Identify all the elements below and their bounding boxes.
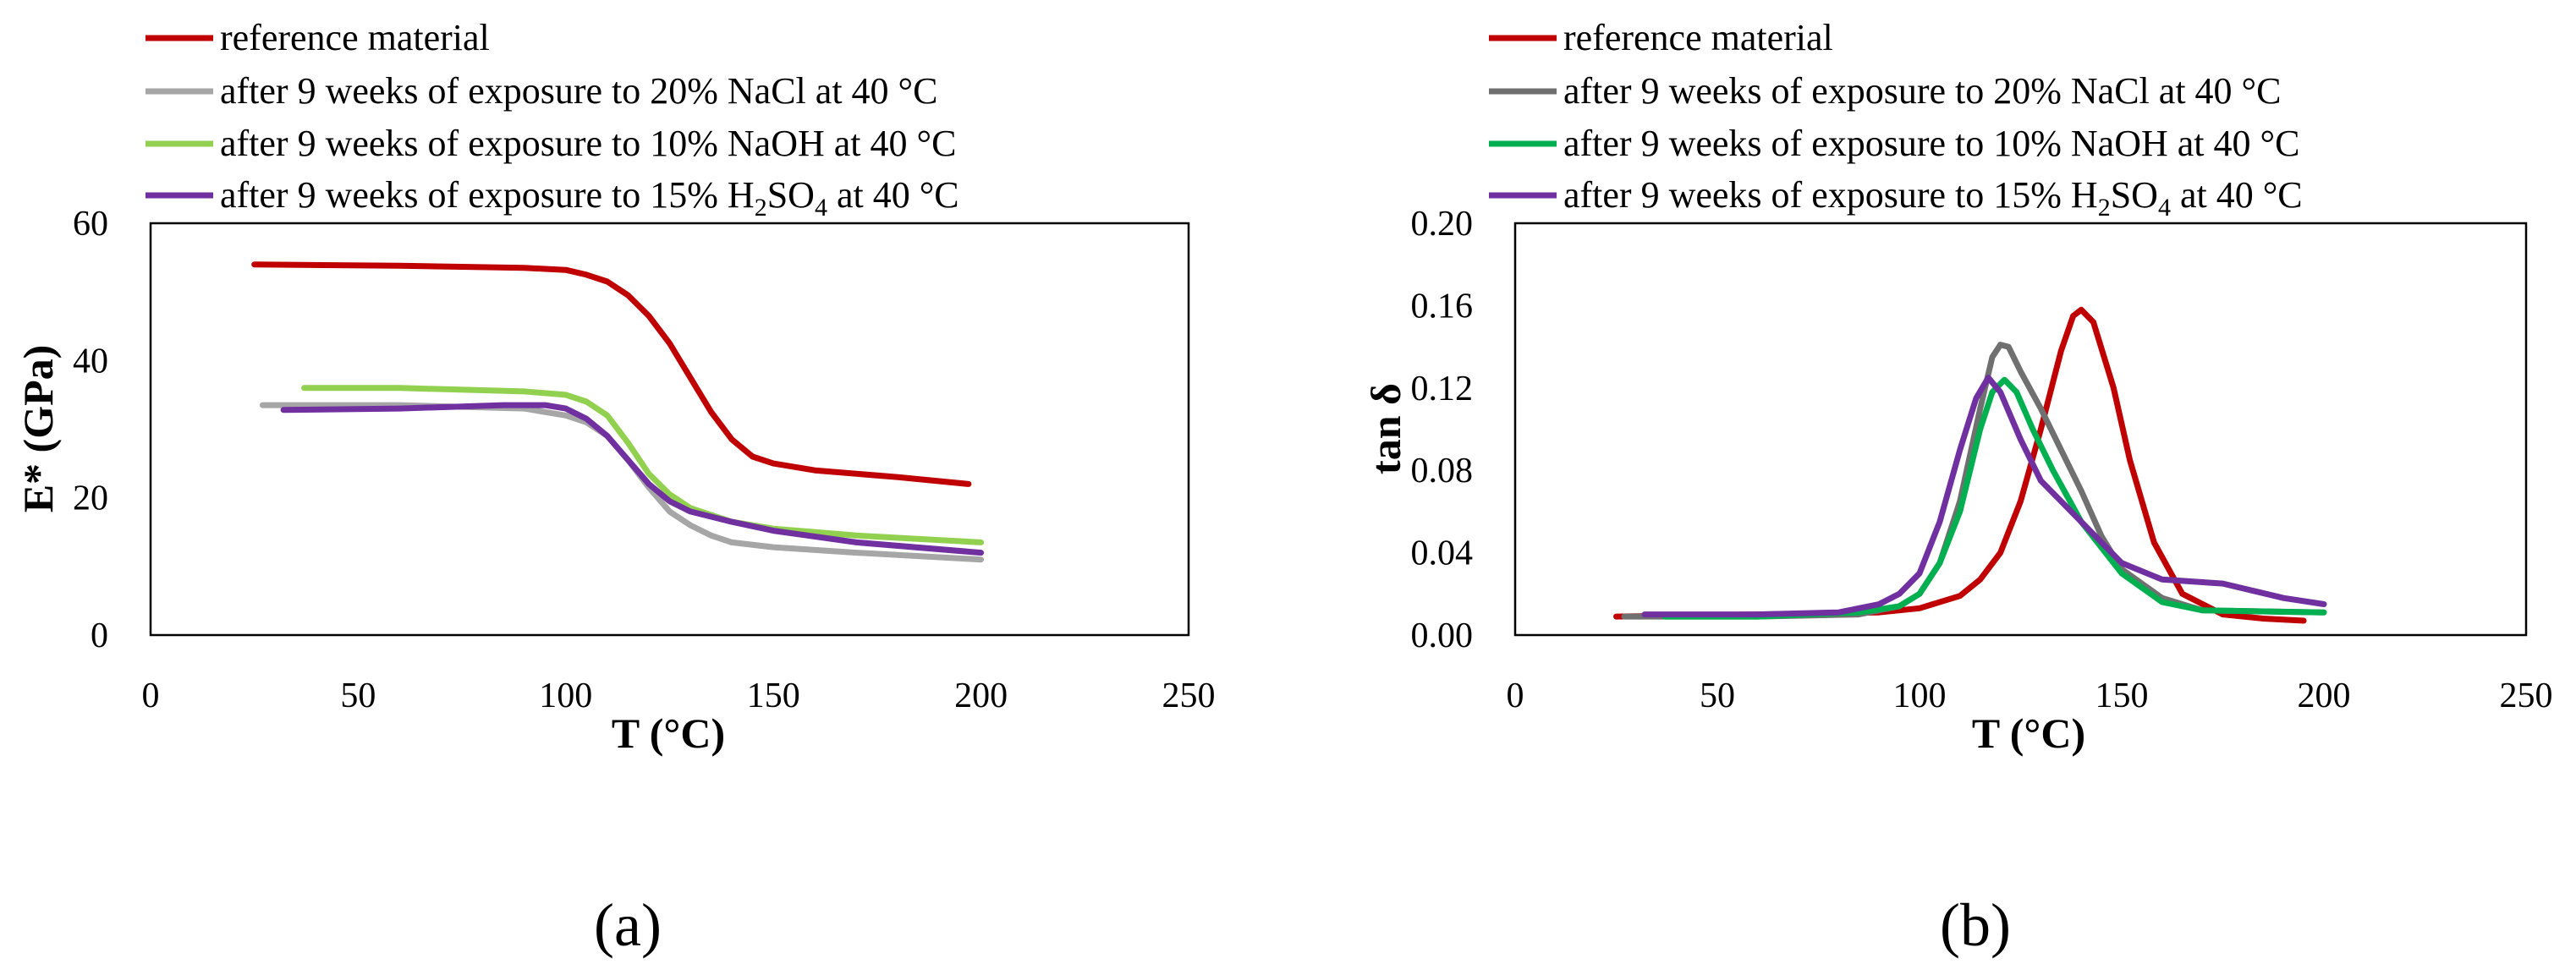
chart-b-series: [1613, 306, 2327, 624]
legend-a-label-h2so4: after 9 weeks of exposure to 15% H2SO4 a…: [220, 174, 959, 222]
legend-a: reference material after 9 weeks of expo…: [146, 17, 959, 222]
chart-a-y-ticks: 0 20 40 60: [73, 205, 108, 655]
chart-a-y-axis-label: E* (GPa): [14, 345, 62, 513]
chart-a-y-tick-label: 40: [73, 342, 108, 381]
legend-b-label-nacl: after 9 weeks of exposure to 20% NaCl at…: [1563, 70, 2281, 112]
chart-b: 0 50 100 150 200 250 0.00 0.04 0.08 0.12 0.16 0.20…: [1362, 205, 2553, 959]
chart-a-x-ticks: 0 50 100 150 200 250: [142, 676, 1216, 715]
chart-b-y-tick-label: 0.16: [1411, 287, 1474, 326]
chart-b-x-tick-label: 0: [1507, 676, 1524, 715]
chart-b-x-tick-label: 100: [1893, 676, 1947, 715]
legend-b-label-naoh: after 9 weeks of exposure to 10% NaOH at…: [1563, 123, 2299, 164]
legend-a-label-reference: reference material: [220, 17, 490, 58]
chart-a-x-tick-label: 200: [954, 676, 1008, 715]
chart-b-y-tick-label: 0.12: [1411, 370, 1474, 408]
chart-a-x-axis-label: T (°C): [612, 709, 725, 757]
chart-a-y-tick-label: 60: [73, 205, 108, 244]
legend-b-label-h2so4: after 9 weeks of exposure to 15% H2SO4 a…: [1563, 174, 2303, 222]
chart-a-x-tick-label: 250: [1162, 676, 1216, 715]
chart-a-x-tick-label: 0: [142, 676, 160, 715]
chart-b-y-tick-label: 0.08: [1411, 452, 1474, 490]
chart-b-y-ticks: 0.00 0.04 0.08 0.12 0.16 0.20: [1411, 205, 1474, 655]
chart-a-x-tick-label: 150: [747, 676, 800, 715]
chart-b-x-tick-label: 50: [1700, 676, 1735, 715]
chart-b-series-naoh-line: [1661, 376, 2327, 620]
chart-b-x-tick-label: 250: [2500, 676, 2553, 715]
chart-b-series-h2so4-line: [1641, 375, 2327, 618]
legend-b: reference material after 9 weeks of expo…: [1489, 17, 2303, 222]
chart-a-plot-frame: [149, 222, 1190, 637]
chart-a-series-h2so4-line: [280, 402, 985, 556]
chart-a-y-tick-label: 0: [91, 616, 108, 655]
legend-a-label-naoh: after 9 weeks of exposure to 10% NaOH at…: [220, 123, 956, 164]
chart-b-x-axis-label: T (°C): [1972, 709, 2085, 757]
chart-b-x-ticks: 0 50 100 150 200 250: [1507, 676, 2553, 715]
chart-b-y-tick-label: 0.04: [1411, 534, 1474, 573]
chart-a-x-tick-label: 100: [539, 676, 592, 715]
chart-b-series-nacl-line: [1621, 342, 2327, 620]
chart-a-x-tick-label: 50: [340, 676, 376, 715]
legend-b-label-reference: reference material: [1563, 17, 1833, 58]
chart-b-y-tick-label: 0.20: [1411, 205, 1474, 244]
chart-b-x-tick-label: 200: [2298, 676, 2351, 715]
chart-a-y-tick-label: 20: [73, 479, 108, 518]
chart-b-panel-label: (b): [1940, 891, 2011, 959]
chart-b-series-reference-line: [1613, 306, 2307, 624]
chart-b-y-tick-label: 0.00: [1411, 616, 1474, 655]
chart-a-panel-label: (a): [594, 891, 662, 959]
chart-a-series-reference-line: [251, 261, 972, 487]
chart-a-series: [251, 261, 985, 563]
chart-b-x-tick-label: 150: [2095, 676, 2149, 715]
chart-b-plot-frame: [1513, 222, 2528, 637]
legend-a-label-nacl: after 9 weeks of exposure to 20% NaCl at…: [220, 70, 937, 112]
chart-b-y-axis-label: tan δ: [1362, 383, 1409, 474]
